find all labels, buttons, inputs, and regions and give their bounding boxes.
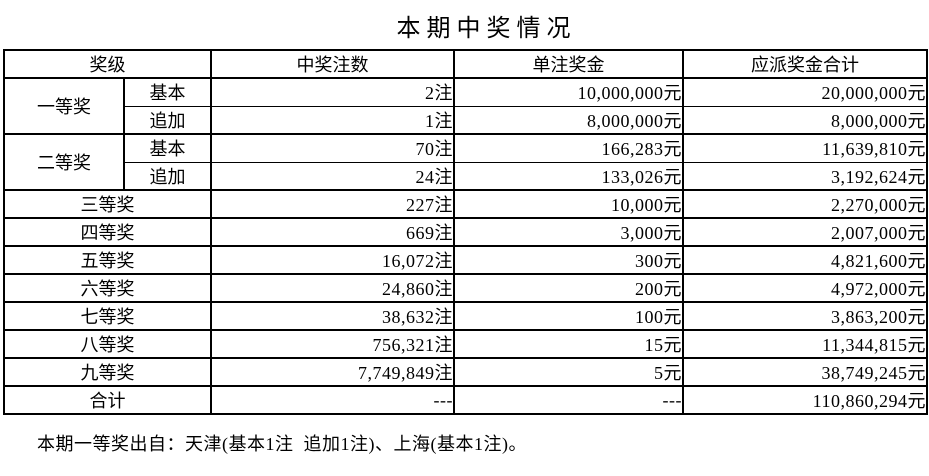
winning-bets-cell: 38,632注 xyxy=(210,301,455,331)
table-row-first-prize-basic: 一等奖 基本 2注 10,000,000元 20,000,000元 xyxy=(3,77,928,135)
prize-subtype-cell: 基本 xyxy=(123,133,212,163)
prize-level-cell: 二等奖 xyxy=(3,133,125,191)
prize-level-cell: 九等奖 xyxy=(3,357,212,387)
table-row-total: 合计 --- --- 110,860,294元 xyxy=(3,385,928,415)
total-payout-cell: 8,000,000元 xyxy=(682,105,928,135)
prize-level-cell: 一等奖 xyxy=(3,77,125,135)
table-row-ninth-prize: 九等奖 7,749,849注 5元 38,749,245元 xyxy=(3,357,928,387)
prize-subtype-cell: 追加 xyxy=(123,161,212,191)
single-prize-cell: --- xyxy=(453,385,684,415)
single-prize-cell: 100元 xyxy=(453,301,684,331)
prize-table: 奖级 中奖注数 单注奖金 应派奖金合计 一等奖 基本 2注 10,000,000… xyxy=(3,49,928,415)
single-prize-cell: 10,000元 xyxy=(453,189,684,219)
single-prize-cell: 200元 xyxy=(453,273,684,303)
prize-level-cell: 三等奖 xyxy=(3,189,212,219)
winning-bets-cell: 1注 xyxy=(210,105,455,135)
table-row-eighth-prize: 八等奖 756,321注 15元 11,344,815元 xyxy=(3,329,928,359)
header-prize-level: 奖级 xyxy=(3,49,212,79)
single-prize-cell: 3,000元 xyxy=(453,217,684,247)
winning-bets-cell: 70注 xyxy=(210,133,455,163)
table-row-third-prize: 三等奖 227注 10,000元 2,270,000元 xyxy=(3,189,928,219)
table-row-fourth-prize: 四等奖 669注 3,000元 2,007,000元 xyxy=(3,217,928,247)
single-prize-cell: 166,283元 xyxy=(453,133,684,163)
prize-level-cell: 七等奖 xyxy=(3,301,212,331)
single-prize-cell: 15元 xyxy=(453,329,684,359)
header-winning-bets: 中奖注数 xyxy=(210,49,455,79)
single-prize-cell: 300元 xyxy=(453,245,684,275)
total-payout-cell: 11,344,815元 xyxy=(682,329,928,359)
table-header-row: 奖级 中奖注数 单注奖金 应派奖金合计 xyxy=(3,49,928,79)
single-prize-cell: 10,000,000元 xyxy=(453,77,684,107)
total-payout-cell: 20,000,000元 xyxy=(682,77,928,107)
prize-level-cell: 五等奖 xyxy=(3,245,212,275)
table-row-sixth-prize: 六等奖 24,860注 200元 4,972,000元 xyxy=(3,273,928,303)
winning-bets-cell: --- xyxy=(210,385,455,415)
prize-level-cell: 六等奖 xyxy=(3,273,212,303)
winning-bets-cell: 227注 xyxy=(210,189,455,219)
single-prize-cell: 8,000,000元 xyxy=(453,105,684,135)
prize-level-cell: 四等奖 xyxy=(3,217,212,247)
winning-bets-cell: 16,072注 xyxy=(210,245,455,275)
header-total-payout: 应派奖金合计 xyxy=(682,49,928,79)
winning-bets-cell: 24注 xyxy=(210,161,455,191)
header-single-bet-prize: 单注奖金 xyxy=(453,49,684,79)
table-row-first-prize-additional: 追加 1注 8,000,000元 8,000,000元 xyxy=(4,105,928,135)
table-row-fifth-prize: 五等奖 16,072注 300元 4,821,600元 xyxy=(3,245,928,275)
table-row-second-prize-additional: 追加 24注 133,026元 3,192,624元 xyxy=(4,161,928,191)
total-payout-cell: 38,749,245元 xyxy=(682,357,928,387)
page-title: 本期中奖情况 xyxy=(396,16,577,42)
total-payout-cell: 2,007,000元 xyxy=(682,217,928,247)
table-row-second-prize-basic: 二等奖 基本 70注 166,283元 11,639,810元 xyxy=(3,133,928,191)
total-payout-cell: 11,639,810元 xyxy=(682,133,928,163)
winning-bets-cell: 2注 xyxy=(210,77,455,107)
total-payout-cell: 4,821,600元 xyxy=(682,245,928,275)
prize-subtype-cell: 基本 xyxy=(123,77,212,107)
total-payout-cell: 4,972,000元 xyxy=(682,273,928,303)
total-payout-cell: 110,860,294元 xyxy=(682,385,928,415)
total-payout-cell: 3,863,200元 xyxy=(682,301,928,331)
single-prize-cell: 133,026元 xyxy=(453,161,684,191)
prize-level-cell: 合计 xyxy=(3,385,212,415)
winning-bets-cell: 7,749,849注 xyxy=(210,357,455,387)
winning-bets-cell: 756,321注 xyxy=(210,329,455,359)
first-prize-origin-note: 本期一等奖出自：天津(基本1注 追加1注)、上海(基本1注)。 xyxy=(37,434,527,454)
total-payout-cell: 3,192,624元 xyxy=(682,161,928,191)
winning-bets-cell: 24,860注 xyxy=(210,273,455,303)
prize-subtype-cell: 追加 xyxy=(123,105,212,135)
table-row-seventh-prize: 七等奖 38,632注 100元 3,863,200元 xyxy=(3,301,928,331)
total-payout-cell: 2,270,000元 xyxy=(682,189,928,219)
single-prize-cell: 5元 xyxy=(453,357,684,387)
prize-level-cell: 八等奖 xyxy=(3,329,212,359)
winning-bets-cell: 669注 xyxy=(210,217,455,247)
